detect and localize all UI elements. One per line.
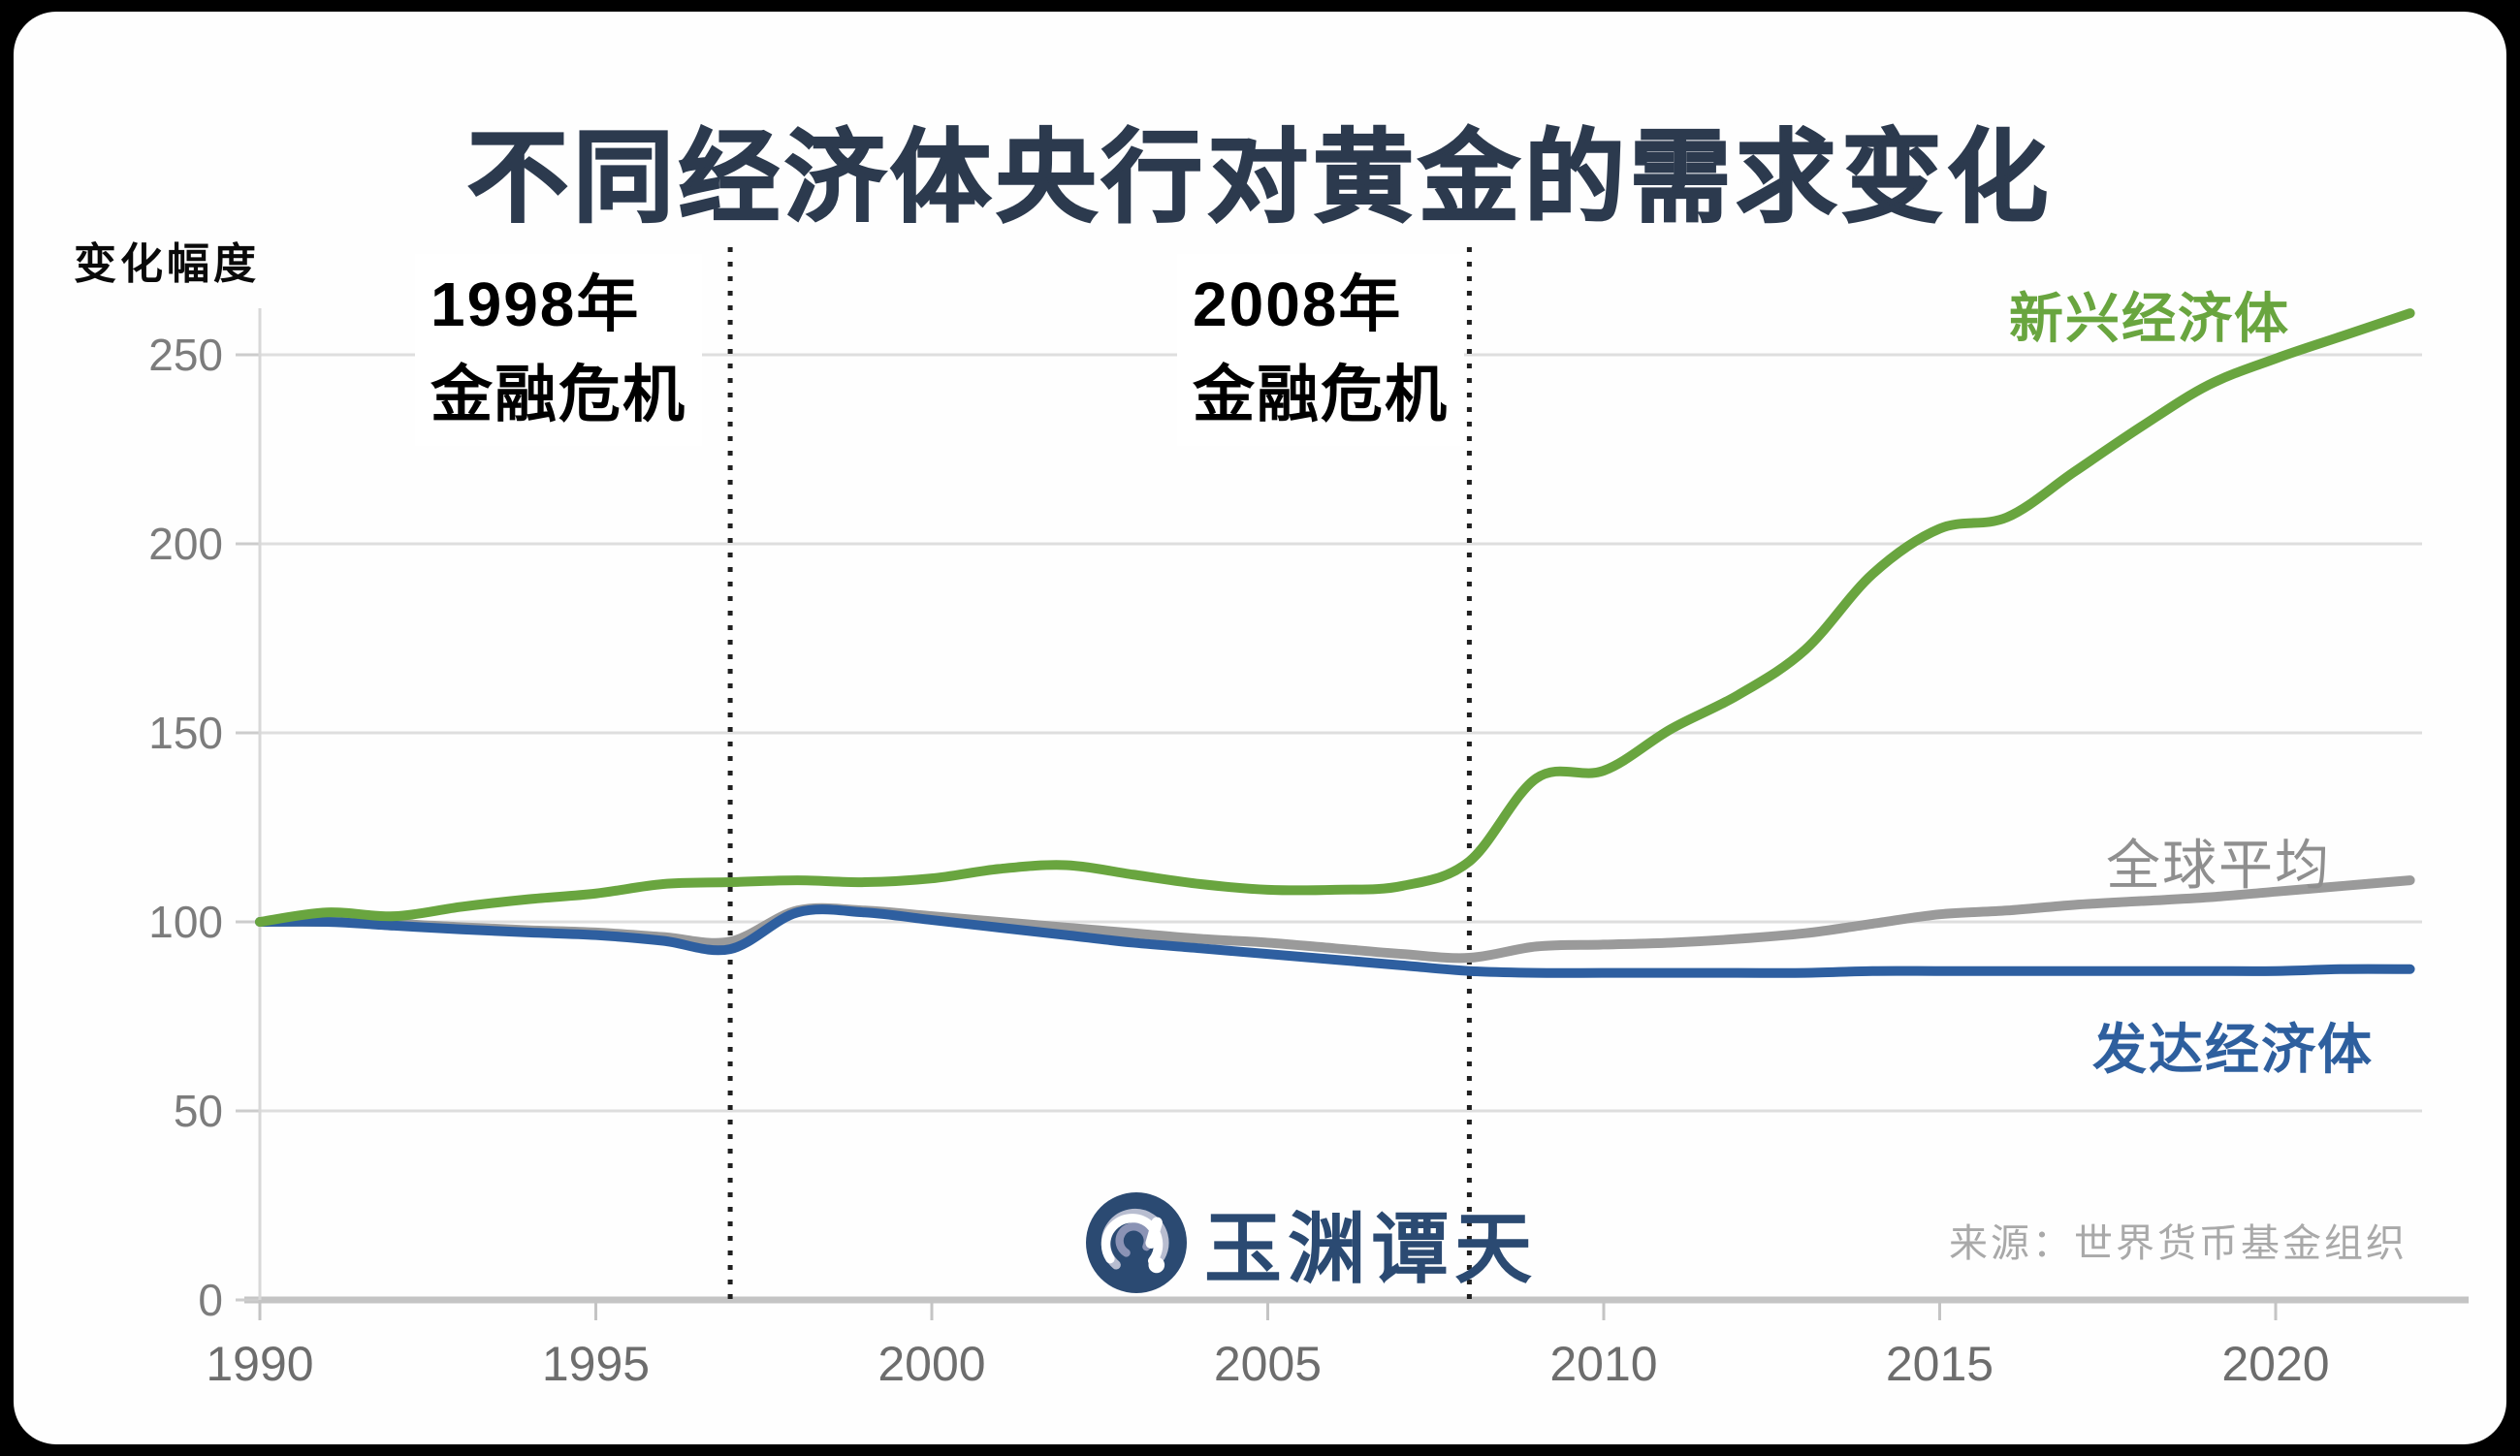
x-tick-label-1995: 1995 <box>541 1337 651 1391</box>
annotation-2008-crisis: 2008年 金融危机 <box>1177 254 1464 446</box>
x-tick-label-2000: 2000 <box>877 1337 986 1391</box>
logo-text: 玉渊谭天 <box>1204 1206 1538 1292</box>
yuyuantantian-logo: 玉渊谭天 <box>1086 1187 1538 1299</box>
annotation-1998-crisis: 1998年 金融危机 <box>415 254 702 446</box>
y-axis-title: 变化幅度 <box>74 240 260 288</box>
x-tick-label-1990: 1990 <box>206 1337 314 1391</box>
source-credit: 来源：世界货币基金组织 <box>1949 1222 2408 1265</box>
series-label-global-average: 全球平均 <box>2106 835 2331 896</box>
series-label-developed-economies: 发达经济体 <box>2092 1019 2374 1080</box>
y-tick-label-200: 200 <box>148 519 223 569</box>
x-tick-label-2015: 2015 <box>1885 1337 1994 1391</box>
annotation-1998-line2: 金融危机 <box>431 359 686 429</box>
x-tick-label-2020: 2020 <box>2221 1337 2330 1391</box>
y-tick-label-250: 250 <box>148 330 223 380</box>
logo-swirl-icon <box>1086 1192 1187 1293</box>
series-label-emerging-economies: 新兴经济体 <box>2009 288 2290 349</box>
y-tick-label-50: 50 <box>173 1086 223 1136</box>
y-tick-label-100: 100 <box>148 897 223 947</box>
x-tick-label-2010: 2010 <box>1549 1337 1658 1391</box>
annotation-1998-line1: 1998年 <box>431 269 641 339</box>
annotation-2008-line1: 2008年 <box>1193 269 1403 339</box>
x-tick-label-2005: 2005 <box>1213 1337 1323 1391</box>
annotation-2008-line2: 金融危机 <box>1193 359 1449 429</box>
y-tick-label-0: 0 <box>198 1275 223 1325</box>
y-tick-label-150: 150 <box>148 708 223 758</box>
chart-title: 不同经济体央行对黄金的需求变化 <box>466 121 2053 236</box>
